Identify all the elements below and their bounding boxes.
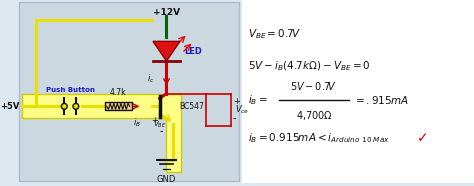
Text: $V_{BE}$: $V_{BE}$: [153, 120, 166, 130]
Text: +: +: [152, 116, 158, 125]
Text: BC547: BC547: [179, 102, 204, 111]
Text: $4{,}700\Omega$: $4{,}700\Omega$: [295, 109, 332, 122]
FancyBboxPatch shape: [19, 2, 239, 181]
Text: ✓: ✓: [417, 131, 429, 145]
Text: +12V: +12V: [153, 8, 180, 17]
Text: +5V: +5V: [0, 102, 20, 111]
Text: $i_B$: $i_B$: [133, 116, 141, 129]
Text: $= .915mA$: $= .915mA$: [353, 94, 408, 106]
Text: $i_c$: $i_c$: [147, 73, 155, 85]
Text: $5V - i_B(4.7k\Omega) - V_{BE} = 0$: $5V - i_B(4.7k\Omega) - V_{BE} = 0$: [248, 59, 371, 73]
Polygon shape: [22, 94, 181, 172]
Polygon shape: [153, 41, 180, 61]
Text: 4.7k: 4.7k: [110, 89, 127, 97]
Text: $5V - 0.7V$: $5V - 0.7V$: [291, 80, 337, 92]
Text: Push Button: Push Button: [46, 86, 94, 93]
Text: +: +: [233, 97, 240, 105]
Text: $V_{ce}$: $V_{ce}$: [235, 103, 249, 116]
Circle shape: [62, 103, 67, 109]
FancyBboxPatch shape: [242, 0, 474, 183]
Text: $i_B = 0.915mA < i_{Arduino\ 10\ Max}$: $i_B = 0.915mA < i_{Arduino\ 10\ Max}$: [248, 131, 391, 145]
FancyBboxPatch shape: [105, 102, 132, 110]
Text: $i_B = $: $i_B = $: [248, 94, 268, 107]
Text: LED: LED: [184, 47, 202, 56]
Circle shape: [73, 103, 79, 109]
Text: -: -: [160, 126, 164, 136]
Text: -: -: [233, 113, 237, 123]
Text: $V_{BE} = 0.7V$: $V_{BE} = 0.7V$: [248, 28, 302, 41]
Text: GND: GND: [157, 175, 176, 184]
